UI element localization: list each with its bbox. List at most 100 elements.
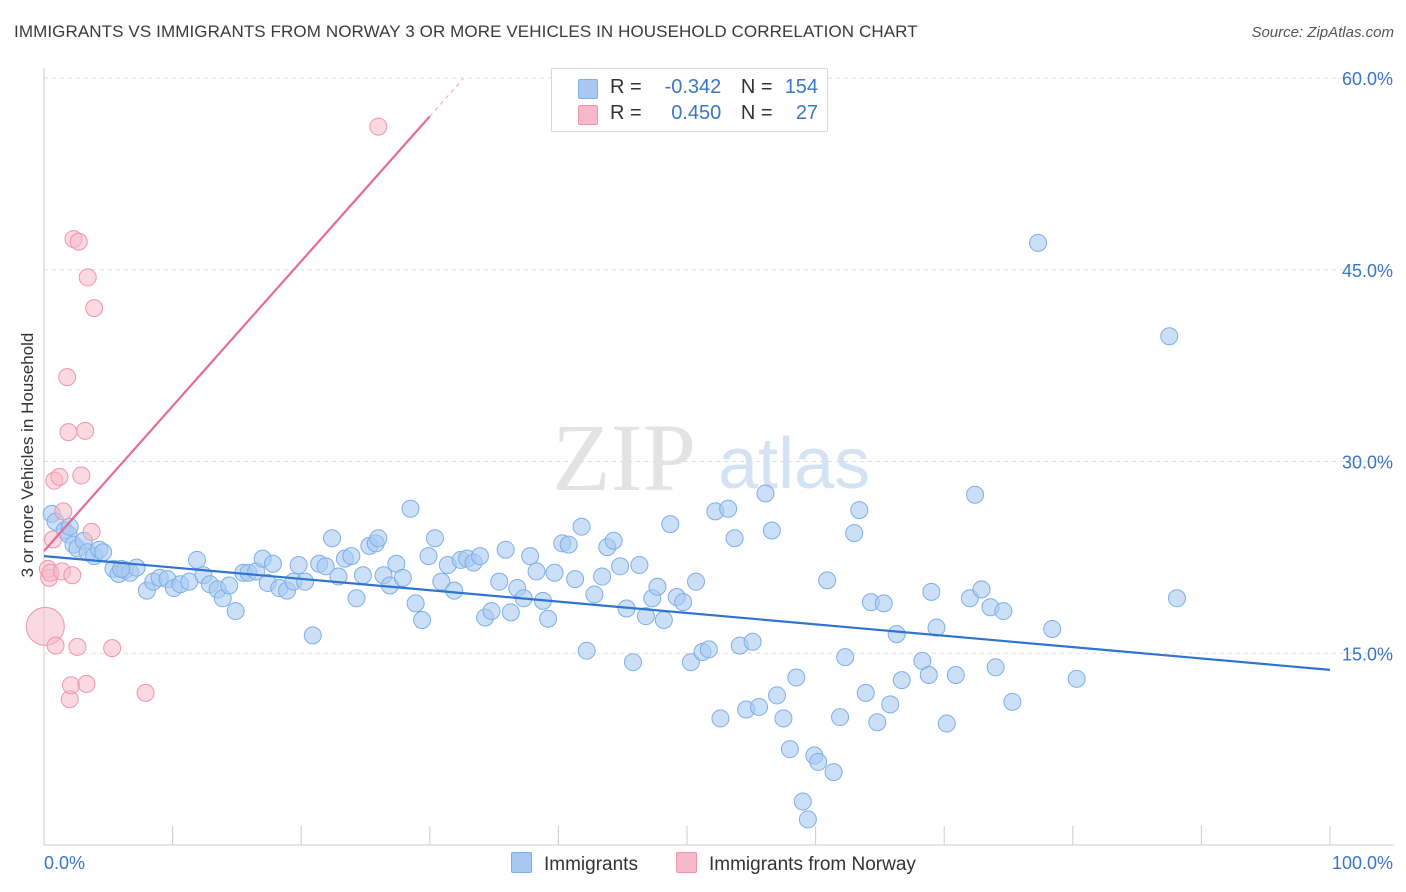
immigrants-point bbox=[687, 572, 706, 591]
immigrants-point bbox=[762, 521, 781, 540]
immigrants-point bbox=[413, 611, 432, 630]
immigrants-point bbox=[699, 640, 718, 659]
immigrants-point bbox=[220, 576, 239, 595]
immigrants-point bbox=[323, 529, 342, 548]
immigrants-point bbox=[787, 668, 806, 687]
watermark-atlas: atlas bbox=[718, 424, 870, 504]
immigrants-point bbox=[922, 582, 941, 601]
immigrants-point bbox=[316, 557, 335, 576]
immigrants-point bbox=[445, 581, 464, 600]
immigrants-point bbox=[545, 563, 564, 582]
y-tick-label: 45.0% bbox=[1342, 261, 1393, 281]
watermark: ZIP atlas bbox=[552, 404, 870, 511]
immigrants-point bbox=[887, 625, 906, 644]
chart-title: IMMIGRANTS VS IMMIGRANTS FROM NORWAY 3 O… bbox=[14, 22, 918, 41]
immigrants-point bbox=[1067, 669, 1086, 688]
norway-point bbox=[85, 299, 104, 318]
immigrants-point bbox=[623, 653, 642, 672]
norway-trend-extension bbox=[429, 78, 464, 117]
immigrants-point bbox=[793, 792, 812, 811]
y-tick-label: 30.0% bbox=[1342, 453, 1393, 473]
correlation-legend: R = -0.342 N = 154 R = 0.450 N = 27 bbox=[551, 68, 828, 132]
immigrants-point bbox=[296, 572, 315, 591]
bottom-legend-norway: Immigrants from Norway bbox=[676, 852, 916, 876]
x-tick-label-max: 100.0% bbox=[1332, 853, 1393, 873]
norway-point bbox=[103, 639, 122, 658]
x-tick-label-min: 0.0% bbox=[44, 853, 85, 873]
source-label: Source: ZipAtlas.com bbox=[1251, 24, 1394, 41]
immigrants-point bbox=[393, 568, 412, 587]
norway-legend-label: Immigrants from Norway bbox=[709, 854, 916, 875]
norway-point bbox=[82, 522, 101, 541]
immigrants-point bbox=[719, 499, 738, 518]
immigrants-point bbox=[874, 594, 893, 613]
axes bbox=[43, 68, 1394, 846]
immigrants-point bbox=[188, 550, 207, 569]
immigrants-point bbox=[648, 577, 667, 596]
immigrants-point bbox=[881, 695, 900, 714]
immigrants-point bbox=[369, 529, 388, 548]
legend-swatch-norway bbox=[578, 105, 598, 125]
immigrants-point bbox=[482, 602, 501, 621]
legend-r-value: 0.450 bbox=[671, 102, 722, 124]
immigrants-point bbox=[263, 554, 282, 573]
immigrants-point bbox=[725, 529, 744, 548]
trend-lines bbox=[43, 78, 1331, 671]
norway-points bbox=[25, 117, 388, 709]
immigrants-point bbox=[112, 559, 131, 578]
immigrants-point bbox=[927, 618, 946, 637]
immigrants-point bbox=[966, 485, 985, 504]
immigrants-swatch bbox=[511, 852, 532, 873]
y-tick-label: 60.0% bbox=[1342, 69, 1393, 89]
norway-point bbox=[62, 676, 81, 695]
norway-point bbox=[46, 636, 65, 655]
immigrants-point bbox=[756, 484, 775, 503]
immigrants-point bbox=[406, 594, 425, 613]
immigrants-point bbox=[425, 529, 444, 548]
immigrants-point bbox=[303, 626, 322, 645]
immigrants-point bbox=[1043, 619, 1062, 638]
watermark-zip: ZIP bbox=[552, 404, 696, 511]
immigrants-point bbox=[289, 556, 308, 575]
immigrants-point bbox=[521, 547, 540, 566]
immigrants-point bbox=[809, 752, 828, 771]
immigrants-point bbox=[798, 810, 817, 829]
immigrants-point bbox=[654, 611, 673, 630]
immigrants-point bbox=[577, 641, 596, 660]
immigrants-point bbox=[661, 515, 680, 534]
legend-r-label: R = bbox=[610, 102, 642, 124]
immigrants-point bbox=[342, 547, 361, 566]
immigrants-point bbox=[743, 632, 762, 651]
immigrants-points bbox=[42, 233, 1186, 829]
legend-n-value: 154 bbox=[784, 76, 819, 98]
immigrants-point bbox=[353, 566, 372, 585]
immigrants-point bbox=[850, 501, 869, 520]
immigrants-point bbox=[611, 557, 630, 576]
immigrants-point bbox=[593, 567, 612, 586]
norway-point bbox=[76, 421, 95, 440]
norway-point bbox=[25, 606, 65, 646]
immigrants-trend-line bbox=[43, 555, 1331, 671]
legend-swatch-immigrants bbox=[578, 79, 598, 99]
immigrants-point bbox=[496, 540, 515, 559]
immigrants-point bbox=[636, 607, 655, 626]
immigrants-point bbox=[836, 648, 855, 667]
immigrants-point bbox=[919, 665, 938, 684]
immigrants-point bbox=[892, 671, 911, 690]
immigrants-point bbox=[818, 571, 837, 590]
norway-point bbox=[369, 117, 388, 136]
norway-swatch bbox=[676, 852, 697, 873]
norway-point bbox=[69, 232, 88, 251]
immigrants-point bbox=[831, 708, 850, 727]
immigrants-point bbox=[226, 602, 245, 621]
tick-labels: 15.0% 30.0% 45.0% 60.0% 0.0% 100.0% bbox=[44, 69, 1393, 873]
immigrants-point bbox=[681, 653, 700, 672]
immigrants-point bbox=[501, 603, 520, 622]
immigrants-point bbox=[604, 531, 623, 550]
immigrants-point bbox=[774, 709, 793, 728]
legend-r-label: R = bbox=[610, 76, 642, 98]
immigrants-point bbox=[674, 593, 693, 612]
immigrants-point bbox=[419, 547, 438, 566]
immigrants-point bbox=[539, 609, 558, 628]
